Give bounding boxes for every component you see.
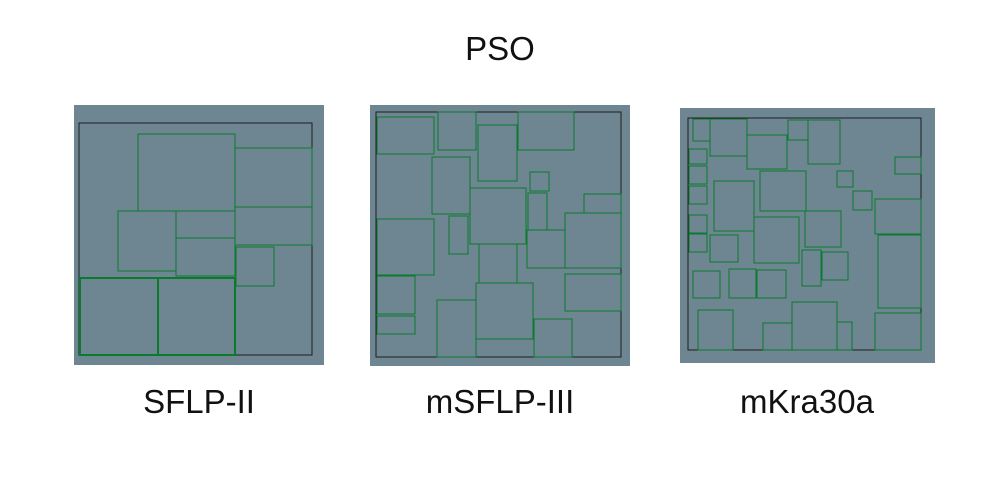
layout-panel-msflp-iii [370,105,630,366]
facility-block [527,192,548,231]
facility-block [175,237,236,277]
layout-panel-sflp-ii [74,105,324,365]
facility-block [117,210,177,272]
panel-label-sflp-ii: SFLP-II [143,383,255,420]
facility-block [692,118,711,142]
facility-block [756,269,787,299]
facility-block [688,148,708,165]
facility-block [836,170,854,188]
facility-block [477,124,518,182]
layout-diagram-msflp-iii [375,111,622,358]
facility-block [79,277,159,356]
facility-block [529,171,550,192]
facility-block [836,321,853,351]
facility-block [874,312,922,351]
facility-block [697,309,734,351]
facility-block [709,234,739,263]
facility-block [376,315,416,335]
facility-block [877,234,922,309]
facility-block [533,318,573,358]
facility-block [526,229,566,269]
layout-panel-mkra30a [680,108,935,363]
facility-block [437,111,477,151]
facility-block [804,210,842,248]
facility-block [137,133,236,212]
facility-block [478,243,518,284]
facility-block [688,214,708,234]
facility-block [753,216,800,264]
facility-block [469,187,527,245]
facility-block [894,156,922,175]
facility-block [762,322,793,351]
facility-block [448,215,469,255]
facility-block [688,165,708,185]
facility-block [728,268,757,299]
facility-block [759,170,807,212]
facility-block [376,116,435,155]
facility-block [234,206,313,246]
facility-block [688,185,708,205]
facility-block [801,249,822,287]
facility-block [157,277,236,356]
facility-block [807,119,841,165]
facility-block [852,190,873,211]
facility-block [583,193,622,214]
facility-block [431,156,471,215]
facility-block [821,251,849,281]
panel-label-msflp-iii: mSFLP-III [425,383,575,420]
facility-block [709,118,748,157]
facility-block [234,147,313,208]
facility-block [564,212,622,269]
facility-block [517,111,575,151]
figure-title: PSO [465,30,535,67]
layout-diagram-sflp-ii [78,122,313,356]
facility-block [376,275,416,315]
facility-block [564,273,622,312]
floor-boundary [78,122,313,356]
facility-block [235,246,275,287]
facility-block [787,119,809,141]
facility-block [475,282,534,340]
facility-block [692,270,721,299]
facility-block [874,198,922,235]
facility-block [175,210,236,239]
layout-diagram-mkra30a [687,117,922,351]
facility-block [791,301,838,351]
facility-block [746,134,788,170]
facility-block [713,180,755,232]
facility-block [688,233,708,253]
facility-block [436,299,477,358]
panel-label-mkra30a: mKra30a [740,383,874,420]
floor-boundary [375,111,622,358]
facility-block [376,218,435,276]
